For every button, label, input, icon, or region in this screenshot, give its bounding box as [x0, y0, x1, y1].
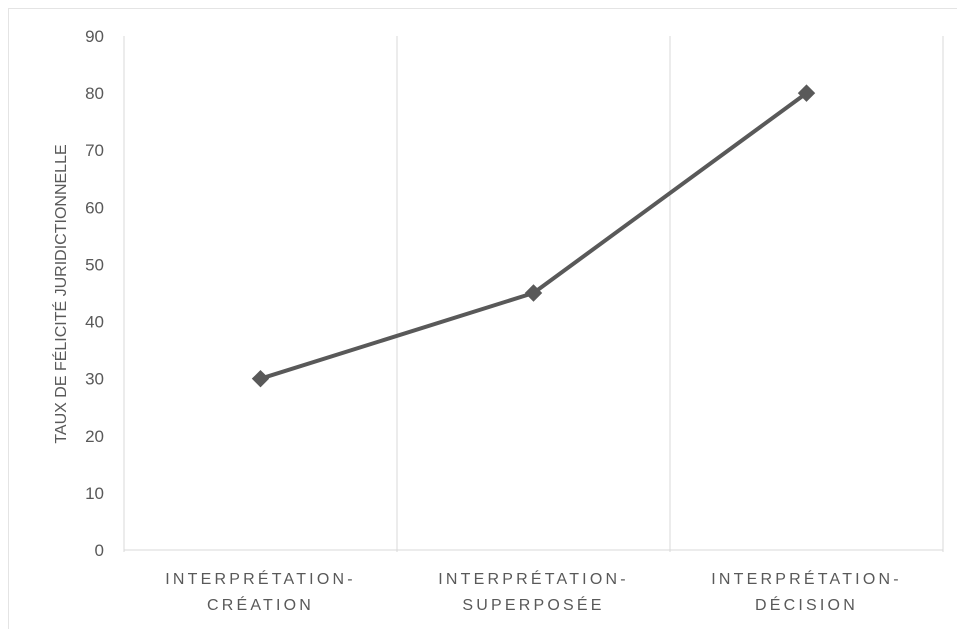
y-tick-label: 70 — [85, 141, 104, 160]
x-category-label: INTERPRÉTATION- — [711, 569, 902, 588]
chart-frame — [8, 8, 957, 629]
y-axis-title: TAUX DE FÉLICITÉ JURIDICTIONNELLE — [51, 144, 70, 443]
y-tick-label: 90 — [85, 27, 104, 46]
data-point-diamond — [524, 284, 543, 302]
x-category-label: SUPERPOSÉE — [462, 595, 604, 614]
y-tick-labels: 0 10 20 30 40 50 60 70 80 90 — [85, 27, 104, 560]
y-tick-label: 30 — [85, 370, 104, 389]
data-point-diamond — [251, 369, 270, 388]
data-point-diamond — [797, 84, 816, 102]
y-tick-label: 50 — [85, 255, 104, 274]
y-tick-label: 60 — [85, 198, 104, 217]
y-tick-label: 40 — [85, 313, 104, 332]
y-tick-label: 10 — [85, 484, 104, 503]
y-tick-label: 20 — [85, 427, 104, 446]
x-category-label: CRÉATION — [207, 595, 314, 614]
x-category-label: INTERPRÉTATION- — [165, 569, 356, 588]
y-tick-label: 0 — [95, 541, 104, 560]
series — [251, 84, 816, 388]
x-category-label: DÉCISION — [755, 595, 858, 614]
y-tick-label: 80 — [85, 84, 104, 103]
series-line — [258, 91, 809, 381]
x-category-labels: INTERPRÉTATION- CRÉATION INTERPRÉTATION- SU… — [165, 569, 902, 614]
x-category-label: INTERPRÉTATION- — [438, 569, 629, 588]
gridlines — [123, 36, 944, 552]
